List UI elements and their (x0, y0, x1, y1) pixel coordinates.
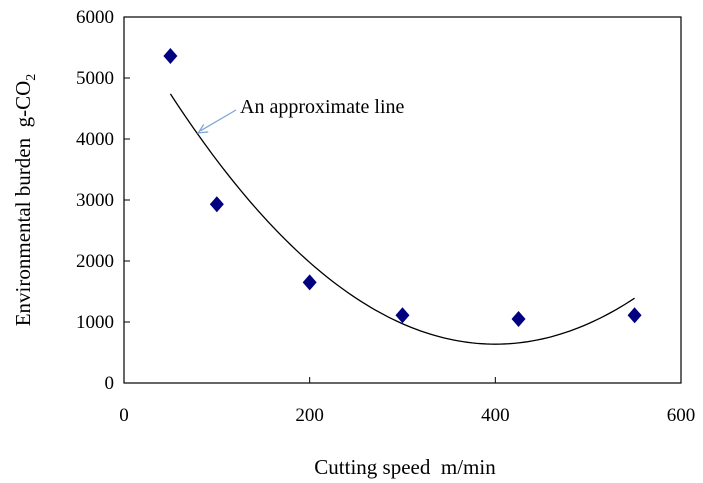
y-tick-label: 5000 (76, 68, 114, 89)
y-axis-title-main: Environmental burden g-CO (11, 81, 35, 327)
annotation-label: An approximate line (240, 96, 405, 118)
data-point (395, 307, 410, 324)
x-tick-label: 600 (667, 405, 696, 426)
x-tick-label: 400 (481, 405, 510, 426)
data-point (511, 310, 526, 327)
y-tick-label: 0 (105, 373, 115, 394)
y-tick-label: 6000 (76, 7, 114, 28)
y-tick-label: 4000 (76, 129, 114, 150)
data-point (209, 196, 224, 213)
plot-area: 0 1000 2000 3000 4000 5000 6000 0 200 400 600 An ap… (76, 7, 695, 426)
data-point (627, 307, 642, 324)
x-tick-label: 200 (295, 405, 324, 426)
y-tick-label: 2000 (76, 251, 114, 272)
y-axis-title: Environmental burden g-CO2 (11, 74, 39, 327)
y-tick-label: 1000 (76, 312, 114, 333)
annotation-arrow (199, 109, 237, 132)
data-point (302, 274, 317, 291)
y-axis-title-subscript: 2 (24, 74, 39, 81)
x-tick-label: 0 (119, 405, 129, 426)
data-point (163, 48, 178, 65)
plot-frame (123, 16, 682, 384)
annotation-arrowhead (196, 124, 209, 134)
x-axis-title: Cutting speed m/min (314, 455, 496, 479)
y-tick-label: 3000 (76, 190, 114, 211)
trendline (169, 93, 635, 345)
x-axis-title-group: Cutting speed m/min (314, 455, 496, 479)
y-axis-title-text: Environmental burden g-CO2 (11, 74, 39, 327)
